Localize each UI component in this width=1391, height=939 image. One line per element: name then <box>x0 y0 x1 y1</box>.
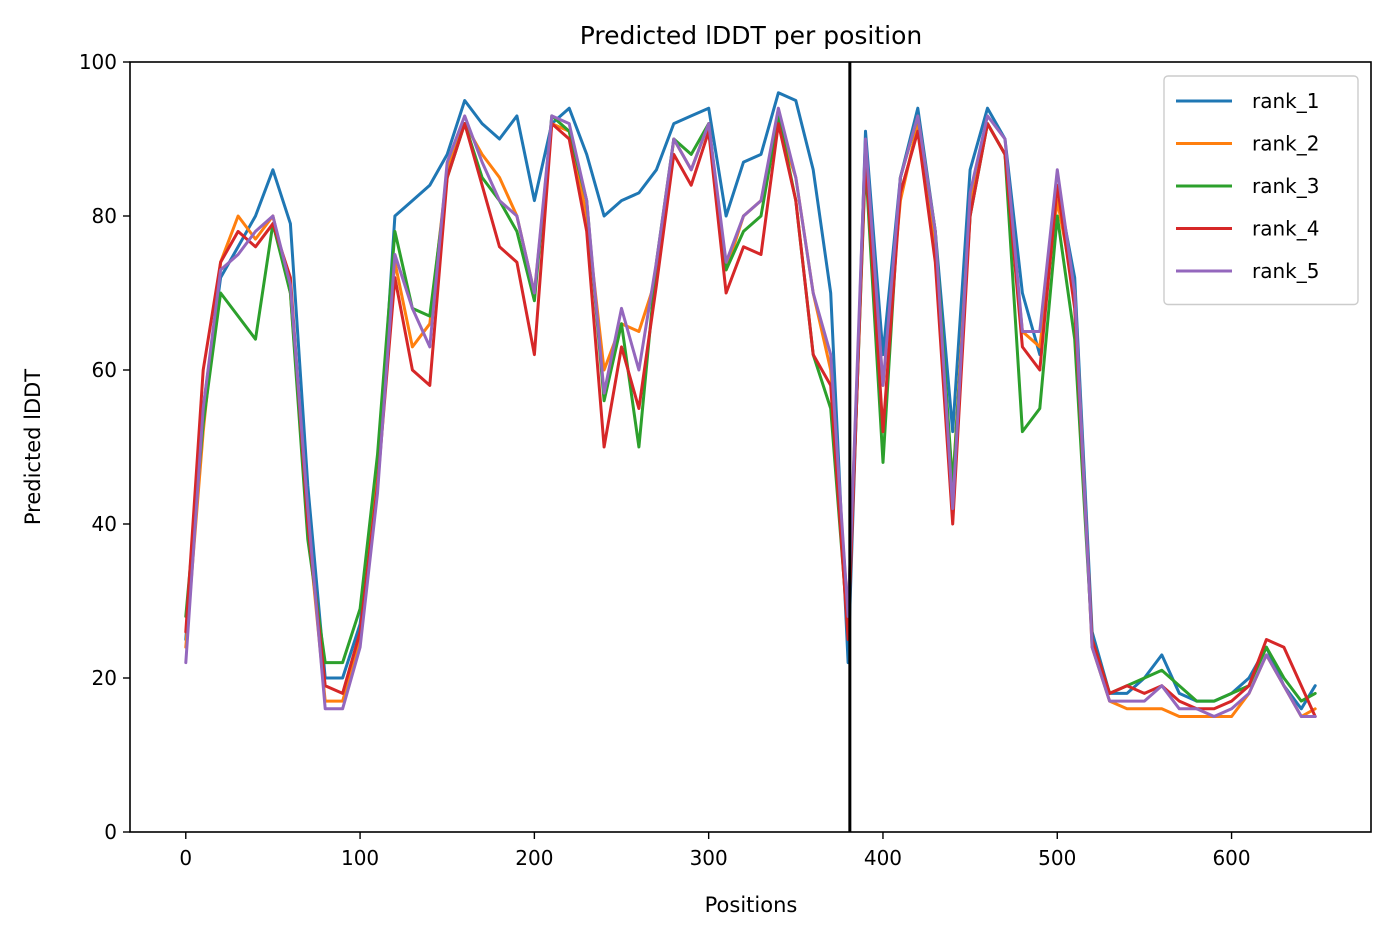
legend-label-rank_3: rank_3 <box>1252 174 1319 198</box>
y-tick-label: 80 <box>92 204 117 228</box>
y-axis-label: Predicted lDDT <box>21 369 45 525</box>
legend-label-rank_1: rank_1 <box>1252 89 1319 113</box>
x-tick-label: 500 <box>1038 846 1076 870</box>
legend-label-rank_2: rank_2 <box>1252 132 1319 156</box>
legend-label-rank_4: rank_4 <box>1252 217 1319 241</box>
series-line-rank_3 <box>184 114 1317 703</box>
series-layer <box>184 91 1317 718</box>
y-tick-label: 60 <box>92 358 117 382</box>
y-tick-label: 100 <box>79 50 117 74</box>
legend-box <box>1163 75 1359 306</box>
x-tick-label: 600 <box>1212 846 1250 870</box>
x-tick-label: 200 <box>515 846 553 870</box>
series-line-rank_5 <box>184 106 1317 718</box>
plot-frame <box>129 61 1372 833</box>
legend: rank_1 rank_2 rank_3 rank_4 rank_5 <box>1163 75 1359 306</box>
y-axis: 0 20 40 60 80 100 <box>79 50 130 844</box>
y-tick-label: 0 <box>104 820 117 844</box>
series-line-rank_1 <box>184 91 1317 711</box>
x-tick-label: 0 <box>179 846 192 870</box>
y-tick-label: 20 <box>92 666 117 690</box>
x-axis: 0 100 200 300 400 500 600 <box>179 832 1251 870</box>
y-tick-label: 40 <box>92 512 117 536</box>
x-tick-label: 300 <box>690 846 728 870</box>
legend-label-rank_5: rank_5 <box>1252 259 1319 283</box>
chart-title: Predicted lDDT per position <box>580 21 922 50</box>
x-tick-label: 100 <box>341 846 379 870</box>
x-tick-label: 400 <box>864 846 902 870</box>
x-axis-label: Positions <box>705 893 798 917</box>
